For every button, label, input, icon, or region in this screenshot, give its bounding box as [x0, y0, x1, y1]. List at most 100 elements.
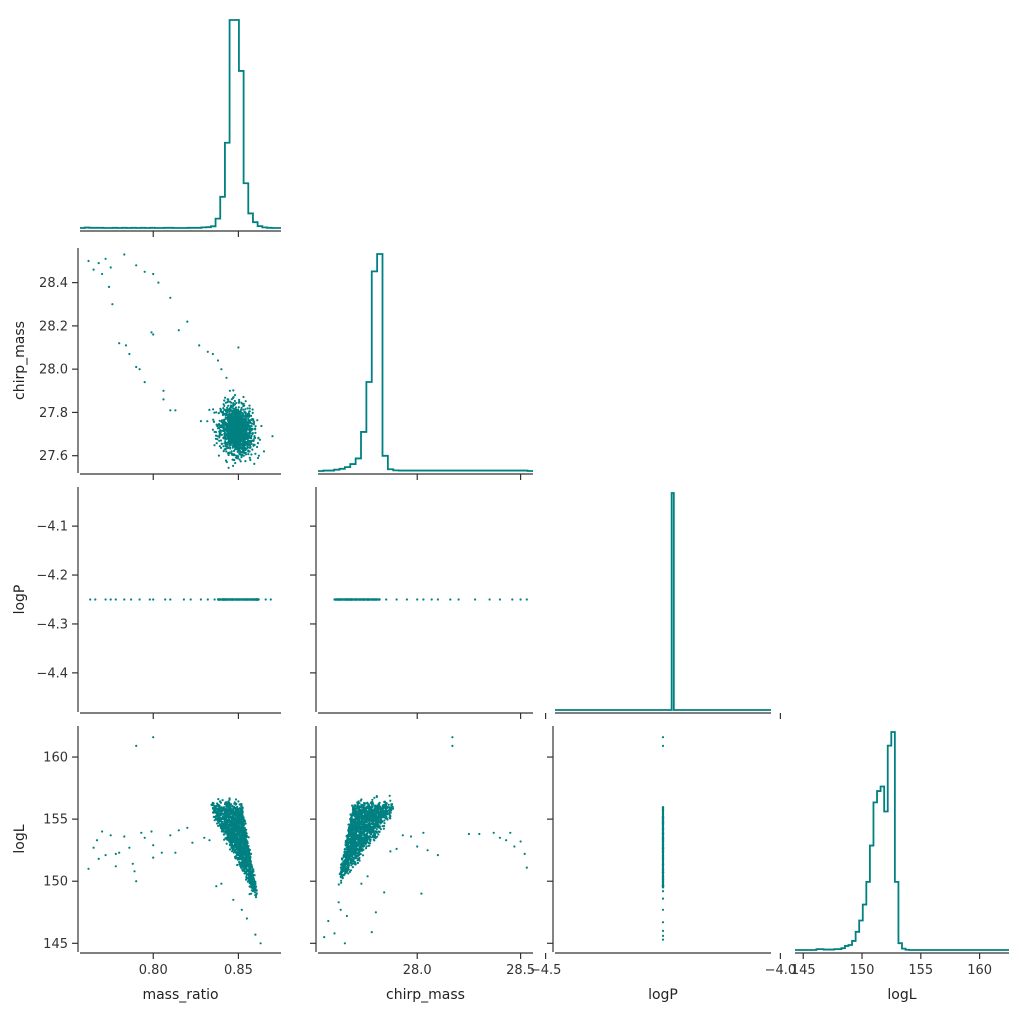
scatter-point	[241, 426, 245, 429]
scatter-point	[420, 892, 423, 895]
scatter-point	[362, 598, 365, 601]
scatter-point	[227, 829, 230, 833]
scatter-point	[252, 444, 255, 447]
scatter-point	[242, 412, 245, 415]
scatter-point	[388, 794, 391, 797]
scatter-mass_ratio_chirp_mass	[87, 253, 274, 469]
scatter-point	[248, 874, 251, 877]
scatter-point	[239, 460, 242, 463]
scatter-point	[162, 389, 165, 392]
scatter-point	[234, 446, 237, 449]
scatter-point	[214, 437, 217, 440]
scatter-point	[389, 850, 392, 853]
scatter-point	[242, 415, 245, 418]
scatter-point	[231, 458, 234, 461]
scatter-point	[246, 427, 249, 430]
scatter-point	[229, 437, 232, 440]
scatter-point	[235, 436, 238, 440]
scatter-point	[416, 845, 419, 848]
scatter-point	[242, 404, 245, 408]
scatter-point	[370, 931, 373, 934]
scatter-point	[220, 812, 223, 816]
scatter-point	[97, 262, 100, 265]
scatter-point	[250, 598, 253, 601]
scatter-point	[177, 829, 180, 832]
panel-logP-vs-chirp_mass	[310, 487, 533, 719]
scatter-point	[232, 402, 235, 405]
scatter-point	[101, 272, 104, 276]
panel-mass_ratio-vs-mass_ratio	[80, 19, 281, 237]
scatter-point	[225, 417, 228, 420]
scatter-point	[228, 836, 231, 840]
scatter-point	[241, 435, 244, 438]
scatter-point	[381, 806, 384, 810]
scatter-point	[240, 805, 243, 808]
scatter-point	[233, 855, 237, 859]
scatter-point	[238, 398, 241, 401]
scatter-point	[109, 266, 112, 269]
scatter-point	[186, 826, 189, 829]
scatter-point	[114, 598, 117, 601]
scatter-point	[375, 831, 378, 834]
scatter-point	[236, 441, 239, 444]
scatter-point	[225, 376, 228, 379]
scatter-point	[525, 598, 528, 601]
scatter-point	[247, 852, 250, 855]
scatter-point	[249, 458, 252, 462]
scatter-point	[247, 413, 250, 416]
scatter-point	[238, 861, 241, 864]
scatter-point	[220, 882, 223, 885]
scatter-point	[230, 452, 233, 455]
scatter-point	[101, 830, 104, 833]
scatter-point	[254, 452, 257, 455]
scatter-point	[231, 410, 234, 413]
scatter-point	[239, 417, 242, 420]
scatter-point	[224, 801, 227, 804]
scatter-point	[235, 832, 238, 835]
scatter-point	[222, 450, 225, 453]
scatter-point	[236, 434, 240, 437]
scatter-point	[229, 810, 232, 813]
scatter-point	[254, 431, 257, 434]
scatter-point	[241, 842, 244, 845]
scatter-point	[231, 446, 234, 449]
scatter-point	[343, 942, 346, 945]
scatter-point	[256, 445, 259, 449]
scatter-point	[387, 803, 390, 806]
scatter-point	[104, 598, 107, 601]
scatter-point	[228, 831, 231, 834]
scatter-point	[401, 834, 404, 837]
scatter-point	[241, 814, 244, 817]
scatter-point	[220, 809, 223, 812]
scatter-point	[254, 436, 257, 439]
scatter-point	[214, 817, 217, 820]
scatter-point	[225, 842, 228, 845]
scatter-point	[244, 421, 247, 424]
scatter-point	[236, 450, 239, 453]
scatter-point	[123, 835, 126, 838]
scatter-point	[227, 809, 230, 812]
scatter-point	[254, 933, 257, 936]
scatter-point	[218, 436, 221, 439]
scatter-point	[232, 449, 236, 453]
scatter-point	[451, 736, 454, 739]
scatter-point	[219, 407, 222, 410]
scatter-point	[271, 435, 274, 438]
scatter-point	[248, 882, 251, 885]
scatter-point	[251, 886, 254, 889]
scatter-point	[237, 811, 241, 814]
scatter-point	[140, 831, 143, 834]
scatter-point	[226, 406, 229, 409]
scatter-point	[87, 259, 90, 263]
scatter-point	[243, 446, 246, 449]
scatter-point	[223, 404, 226, 407]
scatter-point	[236, 829, 240, 832]
scatter-point	[226, 429, 229, 432]
scatter-point	[235, 401, 238, 405]
scatter-point	[248, 426, 251, 429]
scatter-point	[225, 820, 228, 823]
scatter-point	[250, 453, 253, 456]
scatter-point	[227, 806, 230, 809]
scatter-point	[89, 598, 92, 601]
